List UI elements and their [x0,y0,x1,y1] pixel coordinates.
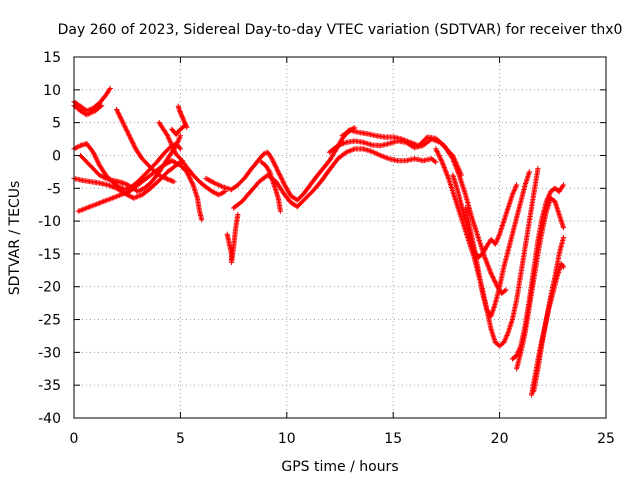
data-series-track-7 [114,106,177,185]
data-series-track-23 [531,234,567,395]
x-tick-label: 20 [491,431,509,447]
data-series-track-8 [156,120,228,198]
y-tick-label: 10 [43,83,61,99]
chart-title: Day 260 of 2023, Sidereal Day-to-day VTE… [58,22,623,38]
x-tick-label: 25 [597,431,615,447]
y-tick-label: 0 [52,148,61,164]
y-tick-label: -20 [38,280,61,296]
y-tick-label: -5 [47,181,61,197]
x-tick-label: 0 [70,431,79,447]
data-series-track-9 [169,123,188,138]
data-series-track-6 [75,158,205,223]
y-tick-label: -40 [38,411,61,427]
data-series-track-14 [224,211,241,265]
series-markers [169,123,188,138]
y-tick-label: -10 [38,214,61,230]
data-series-track-13 [258,159,284,214]
series-markers [114,106,177,185]
series-markers [175,103,190,130]
series-markers [258,159,284,214]
x-axis-title: GPS time / hours [281,459,398,475]
y-tick-label: 5 [52,116,61,132]
plot-border [73,56,607,419]
series-markers [514,195,567,372]
series-markers [339,127,509,296]
series-markers [156,120,228,198]
y-tick-label: -30 [38,345,61,361]
y-tick-label: -15 [38,247,61,263]
y-tick-label: -35 [38,378,61,394]
x-tick-label: 5 [176,431,185,447]
data-points [71,85,567,398]
y-axis: 15 10 5 0 -5 -10 -15 -20 -25 -30 -35 -40 [38,50,606,427]
series-markers [224,211,241,265]
x-axis: 0 5 10 15 20 25 [70,57,615,447]
series-markers [75,158,205,223]
series-markers [463,169,532,319]
x-tick-label: 10 [278,431,296,447]
y-tick-label: -25 [38,313,61,329]
y-tick-label: 15 [43,50,61,66]
data-series-track-19 [463,169,532,319]
data-series-track-21 [514,195,567,372]
data-series-track-10 [175,103,190,130]
data-series-track-16 [339,127,509,296]
y-axis-title: SDTVAR / TECUs [7,181,23,296]
x-tick-label: 15 [384,431,402,447]
series-markers [531,234,567,395]
